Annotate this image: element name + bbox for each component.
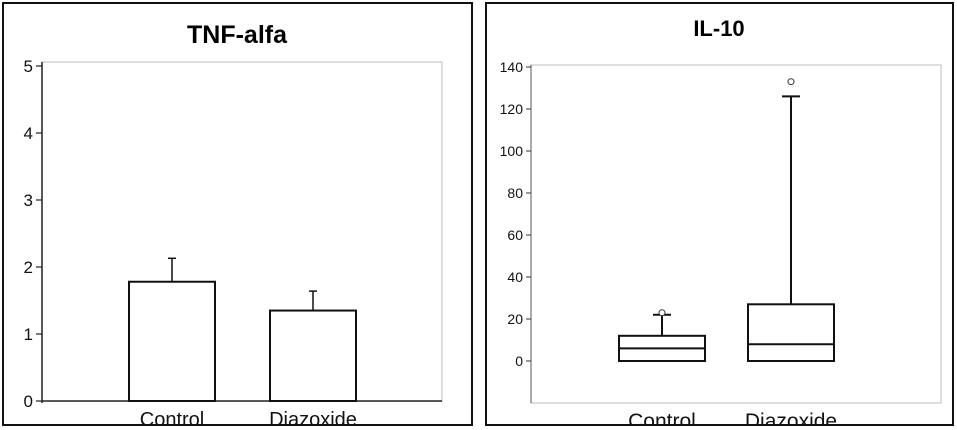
y-tick-label: 3 [24,191,33,210]
y-tick-label: 140 [500,59,524,75]
y-tick-label: 1 [24,325,33,344]
x-category-label: Diazoxide [269,409,357,424]
y-tick-label: 60 [507,227,523,243]
box-diazoxide [747,303,835,362]
plot-frame [41,61,443,402]
y-tick-label: 2 [24,258,33,277]
il-10-chart: IL-10 0 20 40 60 80 100 120 140 Control Diazoxide [500,16,942,424]
chart-title: IL-10 [693,16,744,41]
outlier-point [787,78,795,86]
x-category-label: Control [628,410,696,424]
il-10-chart-panel: IL-10 0 20 40 60 80 100 120 140 Control Diazoxide [485,2,954,426]
y-tick-label: 40 [507,269,523,285]
outlier-point [658,309,666,317]
plot-frame [530,64,942,404]
bar-control [128,280,216,402]
y-tick-label: 0 [24,392,33,411]
y-tick-label: 100 [500,143,524,159]
bar-diazoxide [269,309,357,402]
y-tick-label: 4 [24,124,33,143]
tnf-alfa-chart-panel: TNF-alfa 0 1 2 3 4 5 Control Diazoxide [2,2,473,426]
tnf-alfa-chart: TNF-alfa 0 1 2 3 4 5 Control Diazoxide [24,21,443,424]
y-tick-label: 5 [24,57,33,76]
y-tick-label: 0 [515,353,523,369]
x-category-label: Control [140,409,204,424]
chart-title: TNF-alfa [187,21,288,49]
y-tick-label: 80 [507,185,523,201]
x-category-label: Diazoxide [745,410,837,424]
y-tick-label: 20 [507,311,523,327]
y-tick-label: 120 [500,101,524,117]
